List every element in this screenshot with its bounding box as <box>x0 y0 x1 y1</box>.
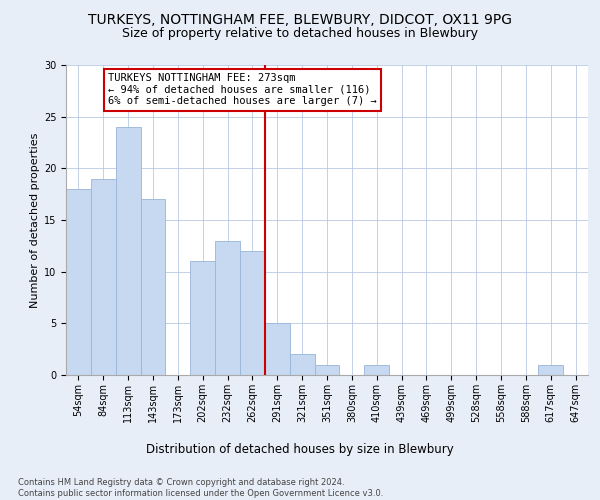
Text: Size of property relative to detached houses in Blewbury: Size of property relative to detached ho… <box>122 28 478 40</box>
Bar <box>290 354 314 375</box>
Text: Distribution of detached houses by size in Blewbury: Distribution of detached houses by size … <box>146 442 454 456</box>
Bar <box>140 200 166 375</box>
Text: TURKEYS, NOTTINGHAM FEE, BLEWBURY, DIDCOT, OX11 9PG: TURKEYS, NOTTINGHAM FEE, BLEWBURY, DIDCO… <box>88 12 512 26</box>
Bar <box>364 364 389 375</box>
Bar <box>66 189 91 375</box>
Bar <box>190 262 215 375</box>
Bar <box>314 364 340 375</box>
Text: TURKEYS NOTTINGHAM FEE: 273sqm
← 94% of detached houses are smaller (116)
6% of : TURKEYS NOTTINGHAM FEE: 273sqm ← 94% of … <box>108 74 377 106</box>
Bar <box>265 324 290 375</box>
Text: Contains HM Land Registry data © Crown copyright and database right 2024.
Contai: Contains HM Land Registry data © Crown c… <box>18 478 383 498</box>
Bar <box>116 127 140 375</box>
Bar <box>91 178 116 375</box>
Bar <box>240 251 265 375</box>
Bar <box>538 364 563 375</box>
Bar <box>215 240 240 375</box>
Y-axis label: Number of detached properties: Number of detached properties <box>29 132 40 308</box>
